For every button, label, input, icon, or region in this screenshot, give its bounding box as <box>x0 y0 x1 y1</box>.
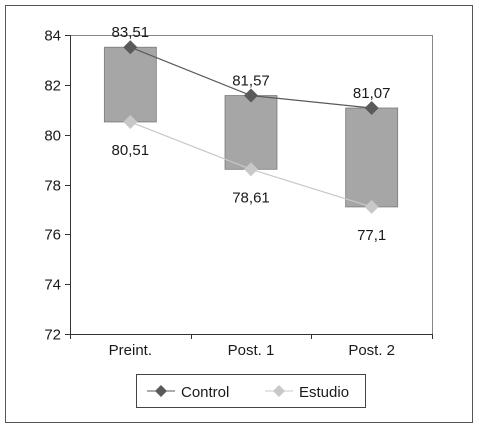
marker-control <box>123 40 138 55</box>
data-label-control: 81,57 <box>232 73 270 90</box>
range-bar <box>224 95 278 170</box>
series-markers <box>123 40 379 214</box>
range-bars <box>103 46 399 208</box>
y-tick-label: 72 <box>44 327 61 344</box>
data-labels: 83,51 81,57 81,07 80,51 78,61 77,1 <box>112 24 391 244</box>
marker-estudio <box>364 199 379 214</box>
marker-control <box>364 101 379 116</box>
y-tick-label: 82 <box>44 78 61 95</box>
legend-marker-control <box>155 385 167 397</box>
marker-estudio <box>244 162 258 177</box>
outer-frame <box>5 5 473 423</box>
data-label-control: 81,07 <box>353 85 391 102</box>
data-label-estudio: 80,51 <box>112 142 150 159</box>
data-label-estudio: 77,1 <box>357 227 386 244</box>
legend-label-estudio: Estudio <box>299 384 349 401</box>
data-label-control: 83,51 <box>112 24 150 41</box>
range-bar <box>345 107 399 208</box>
legend-label-control: Control <box>181 384 229 401</box>
x-tick-label: Post. 2 <box>348 342 395 359</box>
range-bar <box>103 46 157 123</box>
x-tick-label: Post. 1 <box>228 342 275 359</box>
data-label-estudio: 78,61 <box>232 189 270 206</box>
y-tick-label: 74 <box>44 277 61 294</box>
marker-estudio <box>123 114 138 129</box>
y-tick-label: 76 <box>44 227 61 244</box>
x-tick-label: Preint. <box>109 342 152 359</box>
legend: Control Estudio <box>136 374 366 408</box>
x-axis: Preint. Post. 1 Post. 2 <box>70 334 433 359</box>
y-tick-label: 78 <box>44 178 61 195</box>
marker-control <box>244 88 258 103</box>
y-tick-label: 84 <box>44 28 61 45</box>
y-tick-label: 80 <box>44 128 61 145</box>
y-axis: 72 74 76 78 80 82 84 <box>44 28 71 344</box>
legend-marker-estudio <box>273 385 285 397</box>
